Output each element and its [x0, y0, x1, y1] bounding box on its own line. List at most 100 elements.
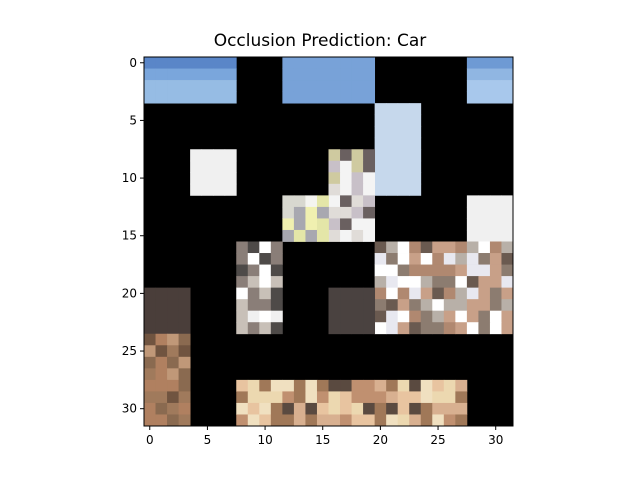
heatmap-cell [386, 115, 398, 127]
heatmap-cell [167, 80, 179, 92]
heatmap-cell [167, 380, 179, 392]
heatmap-cell [202, 184, 214, 196]
heatmap-cell [467, 218, 479, 230]
heatmap-cell [409, 276, 421, 288]
heatmap-cell [352, 161, 364, 173]
heatmap-cell [467, 92, 479, 104]
heatmap-cell [398, 391, 410, 403]
heatmap-cell [386, 242, 398, 254]
heatmap-cell [467, 80, 479, 92]
heatmap-cell [455, 311, 467, 323]
heatmap-cell [432, 253, 444, 265]
heatmap-cell [305, 80, 317, 92]
heatmap-cell [340, 92, 352, 104]
heatmap-cell [225, 57, 237, 69]
heatmap-cell [329, 311, 341, 323]
heatmap-cell [144, 322, 156, 334]
heatmap-cell [478, 265, 490, 277]
heatmap-cell [340, 311, 352, 323]
heatmap-cell [409, 115, 421, 127]
heatmap-cell [167, 92, 179, 104]
heatmap-cell [444, 380, 456, 392]
heatmap-cell [375, 172, 387, 184]
heatmap-cell [490, 299, 502, 311]
heatmap-cell [490, 276, 502, 288]
heatmap-cell [259, 322, 271, 334]
heatmap-cell [282, 207, 294, 219]
heatmap-cell [444, 299, 456, 311]
heatmap-cell [421, 265, 433, 277]
heatmap-cell [317, 57, 329, 69]
heatmap-cell [156, 345, 168, 357]
heatmap-cell [455, 265, 467, 277]
heatmap-cell [202, 57, 214, 69]
heatmap-cell [467, 276, 479, 288]
heatmap-cell [225, 172, 237, 184]
heatmap-cell [467, 207, 479, 219]
heatmap-cell [444, 414, 456, 426]
heatmap-cell [421, 311, 433, 323]
heatmap-cell [432, 311, 444, 323]
heatmap-cell [421, 253, 433, 265]
heatmap-cell [375, 184, 387, 196]
heatmap-cell [432, 299, 444, 311]
heatmap-cell [352, 184, 364, 196]
heatmap-cell [144, 80, 156, 92]
heatmap-cell [329, 69, 341, 81]
heatmap-cell [190, 80, 202, 92]
heatmap-cell [248, 322, 260, 334]
heatmap-cell [340, 230, 352, 242]
heatmap-cell [305, 380, 317, 392]
heatmap-cell [409, 414, 421, 426]
y-tick-label: 0 [129, 56, 137, 70]
heatmap-cell [167, 69, 179, 81]
heatmap-cell [375, 103, 387, 115]
heatmap-cell [236, 242, 248, 254]
heatmap-cell [236, 299, 248, 311]
heatmap-cell [340, 57, 352, 69]
heatmap-cell [202, 69, 214, 81]
heatmap-cell [236, 414, 248, 426]
heatmap-cell [375, 126, 387, 138]
heatmap-cell [144, 288, 156, 300]
heatmap-cell [294, 380, 306, 392]
heatmap-cell [167, 391, 179, 403]
heatmap-cell [421, 414, 433, 426]
heatmap-cell [144, 57, 156, 69]
heatmap-cell [386, 288, 398, 300]
heatmap-cell [455, 322, 467, 334]
heatmap-cell [179, 57, 191, 69]
heatmap-cell [363, 184, 375, 196]
heatmap-cell [467, 57, 479, 69]
heatmap-cell [305, 403, 317, 415]
heatmap-cell [375, 403, 387, 415]
heatmap-cell [501, 69, 513, 81]
heatmap-cell [444, 391, 456, 403]
heatmap-cell [156, 299, 168, 311]
heatmap-cell [236, 403, 248, 415]
heatmap-cell [467, 299, 479, 311]
heatmap-cell [202, 149, 214, 161]
heatmap-cell [248, 299, 260, 311]
heatmap-cell [501, 195, 513, 207]
heatmap-cell [352, 69, 364, 81]
heatmap-cell [156, 69, 168, 81]
heatmap-cell [236, 253, 248, 265]
heatmap-cell [421, 403, 433, 415]
heatmap-cell [409, 311, 421, 323]
heatmap-cell [490, 218, 502, 230]
heatmap-cell [398, 115, 410, 127]
heatmap-cell [375, 391, 387, 403]
heatmap-cell [282, 57, 294, 69]
heatmap-cell [329, 403, 341, 415]
heatmap-cell [478, 207, 490, 219]
heatmap-cell [282, 391, 294, 403]
heatmap-cell [248, 414, 260, 426]
heatmap-cell [167, 345, 179, 357]
heatmap-cell [236, 311, 248, 323]
heatmap-cell [167, 414, 179, 426]
heatmap-cell [329, 299, 341, 311]
heatmap-cell [386, 322, 398, 334]
heatmap-cell [386, 391, 398, 403]
heatmap-cell [363, 161, 375, 173]
